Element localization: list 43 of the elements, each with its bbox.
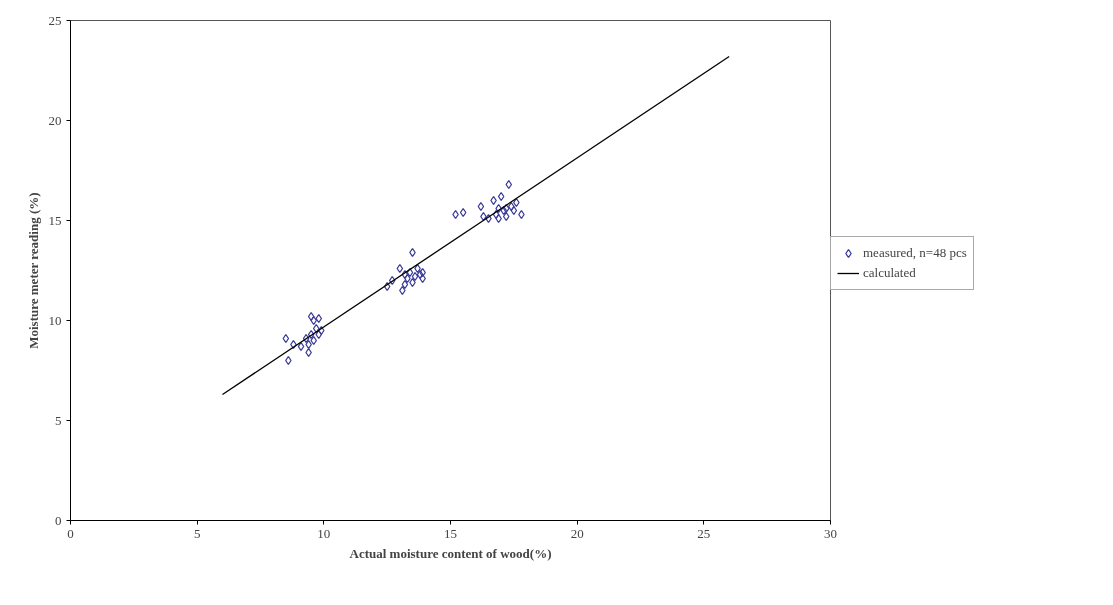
legend-label: calculated (863, 265, 916, 281)
y-axis-title: Moisture meter reading (%) (25, 192, 41, 349)
point (307, 311, 315, 322)
y-tick-label: 0 (55, 512, 62, 528)
x-tick-label: 30 (824, 525, 837, 541)
point (388, 275, 396, 286)
point (502, 211, 510, 222)
legend-label: measured, n=48 pcs (863, 245, 967, 261)
point (401, 279, 409, 290)
point (282, 333, 290, 344)
point (477, 201, 485, 212)
point (297, 341, 305, 352)
x-axis-title: Actual moisture content of wood(%) (349, 545, 552, 561)
y-tick-label: 15 (48, 212, 62, 228)
y-tick-label: 5 (55, 412, 62, 428)
y-tick-label: 25 (48, 12, 62, 28)
point (315, 313, 323, 324)
x-tick-label: 20 (570, 525, 584, 541)
point (459, 207, 467, 218)
point (416, 269, 424, 280)
x-tick-label: 10 (317, 525, 331, 541)
x-tick-label: 25 (697, 525, 711, 541)
point (497, 191, 505, 202)
point (507, 201, 515, 212)
point (492, 209, 500, 220)
point (510, 205, 518, 216)
y-tick-label: 20 (48, 112, 62, 128)
x-tick-label: 15 (444, 525, 457, 541)
x-tick-label: 5 (193, 525, 201, 541)
y-tick-label: 10 (48, 312, 62, 328)
point (383, 281, 391, 292)
point (307, 329, 315, 340)
point (406, 267, 414, 278)
point (310, 315, 318, 326)
x-tick-label: 0 (67, 525, 74, 541)
point (312, 323, 320, 334)
point (396, 263, 404, 274)
point (401, 269, 409, 280)
point (310, 335, 318, 346)
point (315, 329, 323, 340)
point (302, 333, 310, 344)
point (505, 179, 513, 190)
point (411, 271, 419, 282)
